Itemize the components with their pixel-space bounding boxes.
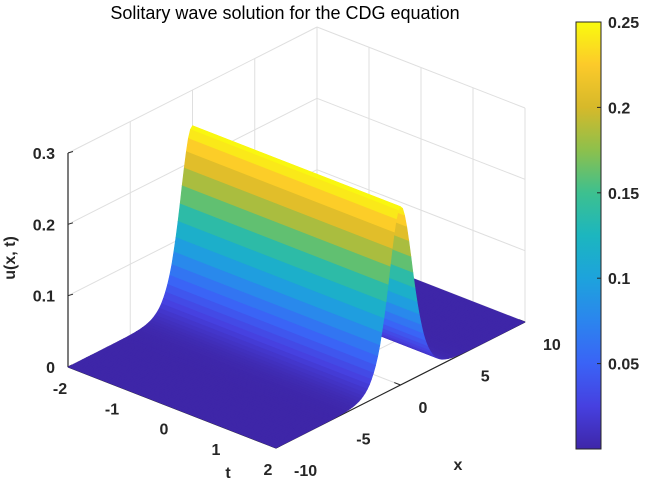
t-axis-label: t <box>225 465 231 482</box>
colorbar-tick-label: 0.15 <box>608 186 639 203</box>
surface <box>67 125 526 449</box>
surface-strip <box>67 365 279 449</box>
colorbar-gradient <box>575 21 602 450</box>
x-axis-label: x <box>454 457 463 474</box>
colorbar: 0.05 0.1 0.15 0.2 0.25 <box>575 15 639 450</box>
colorbar-tick-label: 0.25 <box>608 15 639 32</box>
z-axis-label: u(x, t) <box>2 236 19 280</box>
t-tick-label: 0 <box>160 422 169 439</box>
z-tick-label: 0.3 <box>33 146 55 163</box>
z-tick-label: 0.2 <box>33 217 55 234</box>
t-tick-label: -1 <box>105 401 119 418</box>
x-tick-label: -5 <box>356 432 370 449</box>
z-tick-label: 0 <box>46 360 55 377</box>
z-tick-mark <box>67 293 74 297</box>
colorbar-tick-label: 0.05 <box>608 357 639 374</box>
grid-line <box>316 26 526 109</box>
x-tick-mark <box>394 382 401 386</box>
colorbar-tick-label: 0.1 <box>608 271 630 288</box>
x-tick-label: 10 <box>543 337 561 354</box>
x-tick-label: 5 <box>481 369 490 386</box>
z-tick-label: 0.1 <box>33 289 55 306</box>
t-tick-label: -2 <box>53 381 67 398</box>
z-tick-mark <box>67 151 74 154</box>
x-tick-label: 0 <box>419 400 428 417</box>
colorbar-tick-label: 0.2 <box>608 100 630 117</box>
grid-line <box>67 26 318 154</box>
chart-title: Solitary wave solution for the CDG equat… <box>110 3 459 23</box>
t-tick-label: 1 <box>212 442 221 459</box>
t-tick-label: 2 <box>264 462 273 479</box>
grid-line <box>316 169 526 252</box>
grid-line <box>316 97 526 180</box>
x-tick-label: -10 <box>294 463 317 480</box>
z-tick-mark <box>67 222 74 225</box>
